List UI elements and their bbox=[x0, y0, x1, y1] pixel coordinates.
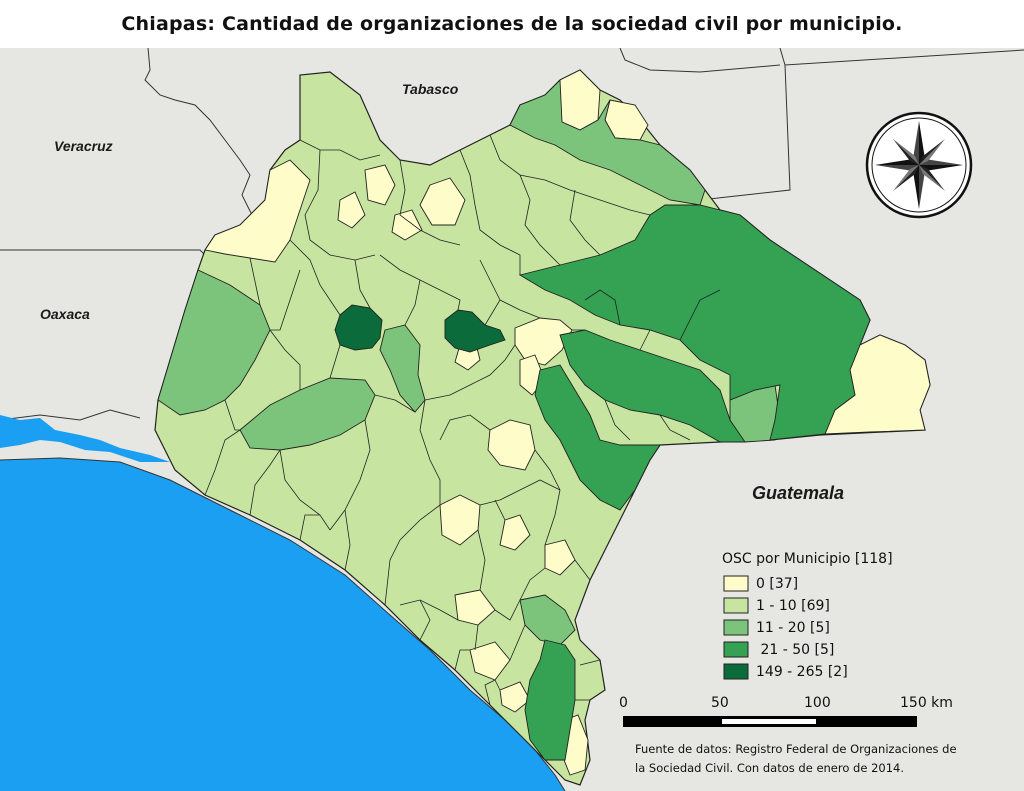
legend-swatch bbox=[723, 619, 749, 636]
class-21-50-municipalities bbox=[518, 204, 871, 761]
scale-bar: 0 50 100 150 km bbox=[619, 695, 953, 727]
label-guatemala: Guatemala bbox=[752, 483, 844, 503]
class-149-265-municipalities bbox=[334, 304, 506, 353]
label-tabasco: Tabasco bbox=[402, 81, 459, 97]
label-veracruz: Veracruz bbox=[54, 138, 113, 154]
legend-label: 1 - 10 [69] bbox=[756, 598, 830, 614]
legend-item: 21 - 50 [5] bbox=[723, 641, 834, 658]
legend-label: 11 - 20 [5] bbox=[756, 620, 830, 636]
legend-label: 149 - 265 [2] bbox=[756, 664, 848, 680]
label-oaxaca: Oaxaca bbox=[40, 306, 90, 322]
legend-swatch bbox=[723, 575, 749, 592]
legend-item: 0 [37] bbox=[723, 575, 798, 592]
lagoon bbox=[0, 415, 170, 462]
scale-bar-segment bbox=[722, 719, 816, 724]
class-11-20-municipalities bbox=[157, 78, 781, 646]
legend-item: 1 - 10 [69] bbox=[723, 597, 830, 614]
source-line-2: la Sociedad Civil. Con datos de enero de… bbox=[635, 761, 904, 775]
legend-title: OSC por Municipio [118] bbox=[722, 551, 893, 567]
legend-label: 0 [37] bbox=[756, 576, 798, 592]
state-borders bbox=[0, 48, 1024, 421]
map-title: Chiapas: Cantidad de organizaciones de l… bbox=[121, 13, 903, 35]
class-0-municipalities bbox=[204, 69, 931, 776]
scale-tick-label: 150 km bbox=[900, 695, 953, 711]
legend-swatch bbox=[723, 663, 749, 680]
source-line-1: Fuente de datos: Registro Federal de Org… bbox=[635, 742, 957, 756]
municipal-boundaries bbox=[204, 134, 721, 706]
legend-item: 11 - 20 [5] bbox=[723, 619, 830, 636]
map-canvas: Tabasco Veracruz Oaxaca Guatemala OSC po… bbox=[0, 48, 1024, 791]
coast-lines bbox=[0, 457, 566, 791]
legend-swatch bbox=[723, 597, 749, 614]
title-bar: Chiapas: Cantidad de organizaciones de l… bbox=[0, 0, 1024, 48]
legend: OSC por Municipio [118] 0 [37] 1 - 10 [6… bbox=[722, 551, 893, 680]
pacific-ocean bbox=[0, 458, 565, 791]
legend-label: 21 - 50 [5] bbox=[756, 642, 834, 658]
legend-item: 149 - 265 [2] bbox=[723, 663, 848, 680]
scale-tick-label: 0 bbox=[619, 695, 628, 711]
legend-swatch bbox=[723, 641, 749, 658]
compass-icon bbox=[865, 111, 973, 219]
scale-tick-label: 50 bbox=[711, 695, 729, 711]
map-area: Tabasco Veracruz Oaxaca Guatemala OSC po… bbox=[0, 48, 1024, 791]
scale-tick-label: 100 bbox=[804, 695, 831, 711]
